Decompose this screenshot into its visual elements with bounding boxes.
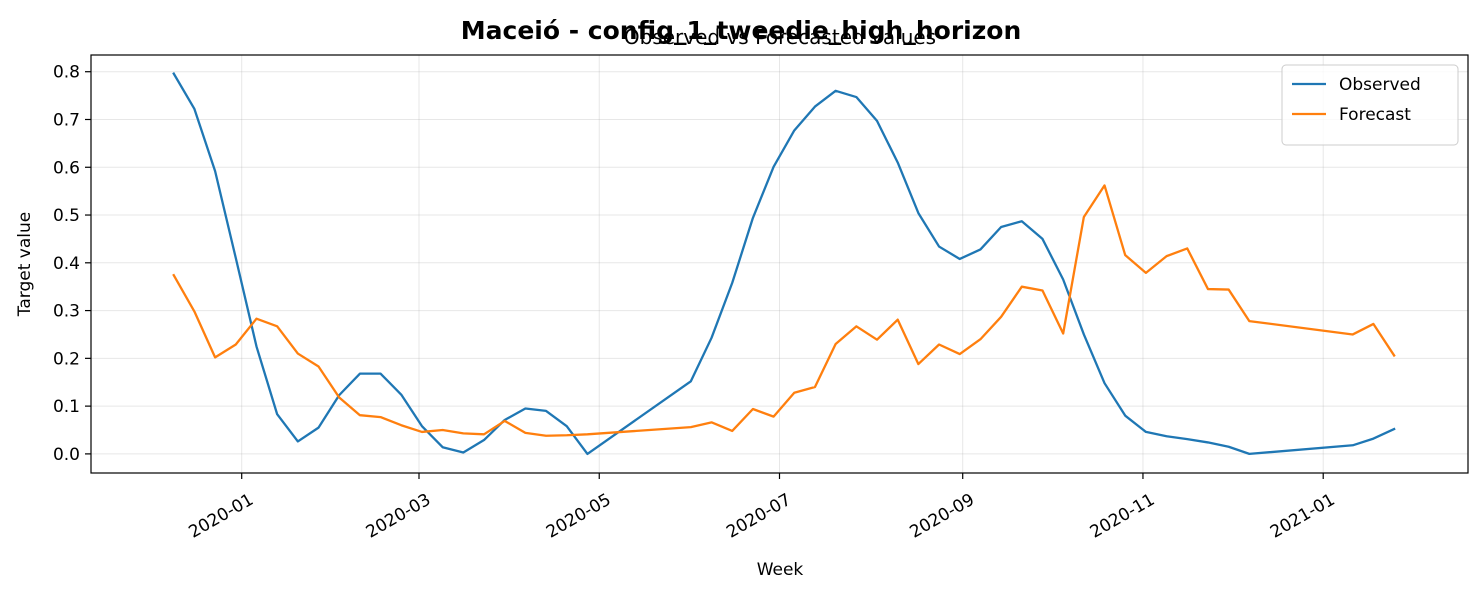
y-tick-label: 0.5: [53, 206, 80, 226]
series-line-observed: [172, 72, 1396, 456]
x-tick-label: 2021-01: [1267, 490, 1339, 543]
x-axis-label: Week: [757, 560, 804, 580]
y-tick-label: 0.1: [53, 397, 80, 417]
legend-label-forecast: Forecast: [1339, 105, 1411, 125]
y-tick-label: 0.7: [53, 110, 80, 130]
x-tick-label: 2020-07: [723, 490, 795, 543]
y-axis-label: Target value: [15, 212, 35, 317]
y-tick-label: 0.8: [53, 63, 80, 83]
x-axis: 2020-01 2020-03 2020-05 2020-07 2020-09 2020-…: [185, 473, 1339, 543]
x-tick-label: 2020-05: [543, 490, 615, 543]
y-tick-label: 0.0: [53, 445, 80, 465]
x-tick-label: 2020-01: [185, 490, 257, 543]
grid-lines: [91, 55, 1468, 473]
series-line-forecast: [172, 184, 1396, 437]
legend: Observed Forecast: [1281, 64, 1459, 146]
figure-suptitle: Maceió - config_1_tweedie_high_horizon: [461, 16, 1022, 45]
x-tick-label: 2020-09: [906, 490, 978, 543]
x-tick-label: 2020-11: [1087, 490, 1159, 543]
x-tick-label: 2020-03: [363, 490, 435, 543]
chart-title: Observed vs Forecasted values: [624, 25, 936, 49]
y-tick-label: 0.3: [53, 302, 80, 322]
y-tick-label: 0.6: [53, 158, 80, 178]
y-axis: 0.0 0.1 0.2 0.3 0.4 0.5 0.6 0.7 0.8: [53, 63, 91, 465]
series-lines: [172, 72, 1396, 456]
y-tick-label: 0.4: [53, 254, 80, 274]
legend-label-observed: Observed: [1339, 75, 1421, 95]
y-tick-label: 0.2: [53, 349, 80, 369]
